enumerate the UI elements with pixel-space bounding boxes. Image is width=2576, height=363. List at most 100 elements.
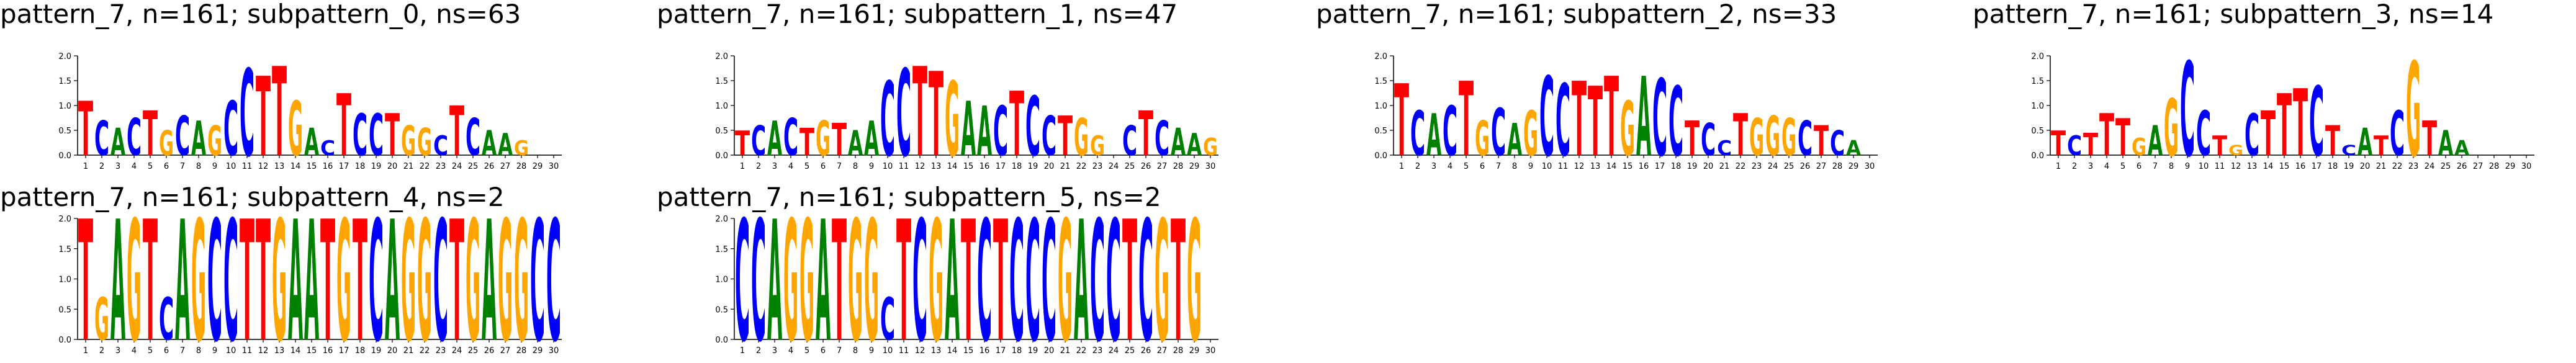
logo-letter-T: T (896, 186, 911, 363)
x-tick-label: 19 (371, 162, 382, 171)
x-tick-label: 25 (1125, 162, 1135, 171)
logo-letter-A: A (961, 86, 976, 173)
logo-letter-T: T (1572, 61, 1587, 180)
logo-letter-A: A (2148, 118, 2163, 166)
x-tick-label: 4 (788, 162, 793, 171)
logo-letter-C: C (1443, 93, 1457, 172)
x-tick-label: 21 (1719, 162, 1730, 171)
logo-letter-A: A (945, 185, 960, 363)
x-tick-label: 19 (1028, 346, 1038, 356)
y-tick-label: 0.0 (58, 336, 71, 345)
logo-letter-T: T (993, 186, 1008, 363)
chart-title: pattern_7, n=161; subpattern_5, ns=2 (657, 182, 1161, 212)
logo-letter-G: G (417, 186, 432, 363)
logo-letter-C: C (1669, 68, 1683, 178)
sequence-logo-1: 0.00.51.01.52.01 2 3 4 5 6 7 8 9 10 11 12 13 14 15 16 17… (715, 42, 1218, 184)
logo-letter-A: A (1074, 185, 1089, 363)
x-tick-label: 25 (468, 346, 479, 356)
logo-letter-A: A (1187, 127, 1202, 163)
x-tick-label: 7 (1496, 162, 1501, 171)
logo-letter-A: A (977, 92, 992, 171)
x-tick-label: 23 (1752, 162, 1762, 171)
x-tick-label: 13 (931, 162, 942, 171)
x-tick-label: 4 (1448, 162, 1452, 171)
logo-letter-G: G (2406, 36, 2421, 186)
x-tick-label: 24 (1109, 162, 1119, 171)
logo-letter-A: A (482, 124, 497, 164)
logo-letter-C: C (1410, 99, 1425, 170)
y-tick-label: 0.5 (58, 127, 71, 136)
logo-letter-T: T (449, 92, 464, 172)
x-tick-label: 27 (2473, 162, 2484, 171)
x-tick-label: 3 (772, 346, 777, 356)
x-tick-label: 28 (2489, 162, 2500, 171)
logo-letter-C: C (2341, 143, 2356, 159)
logo-letter-A: A (816, 185, 831, 363)
logo-letter-T: T (1588, 68, 1603, 178)
x-tick-label: 13 (931, 346, 942, 356)
logo-letter-A: A (2454, 136, 2469, 160)
logo-letter-C: C (466, 108, 480, 168)
x-tick-label: 28 (516, 162, 527, 171)
logo-letter-C: C (353, 102, 367, 169)
x-tick-label: 16 (980, 162, 990, 171)
logo-letter-C: C (1830, 123, 1845, 163)
logo-letter-A: A (2438, 124, 2453, 164)
x-tick-label: 30 (549, 162, 559, 171)
x-tick-label: 2 (99, 162, 104, 171)
logo-letter-C: C (369, 186, 384, 363)
x-tick-label: 2 (756, 346, 761, 356)
x-tick-label: 9 (212, 346, 217, 356)
x-tick-label: 8 (853, 162, 858, 171)
logo-letter-A: A (498, 127, 513, 163)
logo-letter-C: C (977, 186, 992, 363)
logo-letter-C: C (1652, 57, 1667, 181)
x-tick-label: 16 (323, 162, 333, 171)
x-tick-label: 25 (2441, 162, 2451, 171)
x-tick-label: 21 (1060, 346, 1071, 356)
logo-letter-G: G (1620, 86, 1635, 173)
y-tick-label: 2.0 (715, 215, 728, 224)
x-tick-label: 9 (1528, 162, 1533, 171)
logo-letter-C: C (433, 186, 448, 363)
x-tick-label: 24 (452, 346, 462, 356)
x-tick-label: 1 (740, 346, 745, 356)
x-tick-label: 27 (1157, 346, 1168, 356)
x-tick-label: 13 (1590, 162, 1601, 171)
x-tick-label: 8 (853, 346, 858, 356)
x-tick-label: 11 (899, 162, 909, 171)
logo-letter-A: A (767, 111, 782, 166)
logo-letter-G: G (514, 186, 529, 363)
x-tick-label: 26 (1141, 162, 1151, 171)
x-tick-label: 28 (516, 346, 527, 356)
y-tick-label: 1.5 (1374, 77, 1387, 86)
logo-letter-A: A (110, 121, 125, 164)
logo-letter-T: T (2293, 71, 2308, 177)
x-tick-label: 2 (99, 346, 104, 356)
x-tick-label: 11 (2215, 162, 2225, 171)
logo-letter-G: G (94, 287, 109, 354)
x-tick-label: 26 (484, 346, 495, 356)
x-tick-label: 22 (420, 162, 430, 171)
x-tick-label: 18 (355, 162, 366, 171)
logo-letter-C: C (2067, 130, 2082, 162)
x-tick-label: 23 (436, 346, 446, 356)
x-tick-label: 24 (1109, 346, 1119, 356)
x-tick-label: 5 (148, 346, 153, 356)
logo-letter-T: T (78, 186, 93, 363)
x-tick-label: 20 (387, 346, 398, 356)
logo-letter-G: G (1187, 186, 1202, 363)
chart-title: pattern_7, n=161; subpattern_0, ns=63 (0, 0, 521, 29)
x-tick-label: 15 (1623, 162, 1633, 171)
x-tick-label: 10 (2199, 162, 2209, 171)
x-tick-label: 15 (307, 346, 317, 356)
logo-letter-G: G (1090, 130, 1105, 162)
y-tick-label: 2.0 (58, 52, 71, 61)
x-tick-label: 10 (883, 162, 893, 171)
sequence-logo-5: 0.00.51.01.52.01 2 3 4 5 6 7 8 9 10 11 12 13 14 15 16 17… (715, 185, 1218, 363)
x-tick-label: 14 (290, 346, 301, 356)
x-tick-label: 1 (2056, 162, 2061, 171)
logo-letter-G: G (848, 186, 863, 363)
logo-letter-G: G (466, 186, 480, 363)
x-tick-label: 18 (1012, 346, 1022, 356)
